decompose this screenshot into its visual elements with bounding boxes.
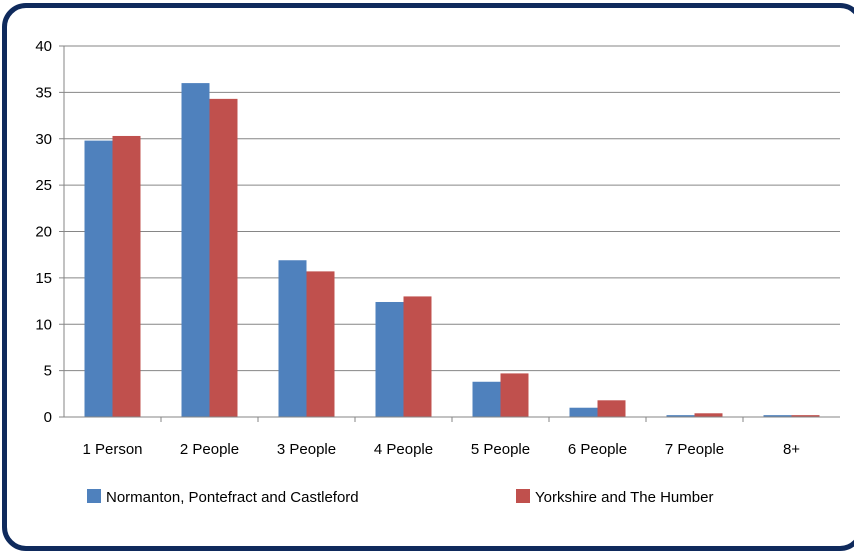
x-category-label: 3 People xyxy=(277,441,336,458)
bar-normanton-1 xyxy=(181,83,210,417)
y-tick-label: 15 xyxy=(35,270,52,287)
bar-yorkshire-2 xyxy=(306,271,335,417)
x-category-label: 7 People xyxy=(665,441,724,458)
bar-normanton-0 xyxy=(84,140,113,418)
y-tick-label: 0 xyxy=(44,409,52,426)
x-category-label: 5 People xyxy=(471,441,530,458)
y-tick-label: 5 xyxy=(44,363,52,380)
x-category-label: 6 People xyxy=(568,441,627,458)
y-tick-label: 10 xyxy=(35,316,52,333)
x-category-label: 4 People xyxy=(374,441,433,458)
bar-yorkshire-3 xyxy=(403,296,432,417)
bars xyxy=(84,83,820,418)
bar-yorkshire-6 xyxy=(694,413,723,417)
bar-yorkshire-0 xyxy=(112,135,141,417)
bar-normanton-4 xyxy=(472,381,501,417)
bar-yorkshire-4 xyxy=(500,373,529,417)
y-tick-label: 30 xyxy=(35,131,52,148)
x-category-label: 8+ xyxy=(783,441,800,458)
bar-normanton-6 xyxy=(666,415,695,417)
x-category-label: 1 Person xyxy=(82,441,142,458)
y-tick-label: 40 xyxy=(35,38,52,55)
chart-frame xyxy=(2,3,854,551)
x-axis-category-labels: 1 Person 2 People 3 People 4 People 5 People… xyxy=(82,441,800,458)
legend: Normanton, Pontefract and Castleford York… xyxy=(87,489,713,506)
bar-yorkshire-5 xyxy=(597,400,626,417)
y-axis-tick-labels: 0 5 10 15 20 25 30 35 40 xyxy=(35,38,52,426)
y-tick-label: 25 xyxy=(35,177,52,194)
y-tick-label: 20 xyxy=(35,224,52,241)
bar-yorkshire-7 xyxy=(791,415,820,417)
bar-yorkshire-1 xyxy=(209,98,238,418)
gridlines xyxy=(59,45,840,422)
legend-swatch xyxy=(516,489,530,503)
household-size-bar-chart: 0 5 10 15 20 25 30 35 40 1 Person 2 People 3 Peopl… xyxy=(35,38,840,506)
bar-normanton-3 xyxy=(375,301,404,417)
bar-normanton-5 xyxy=(569,407,598,417)
x-category-label: 2 People xyxy=(180,441,239,458)
bar-normanton-7 xyxy=(763,415,792,417)
legend-label: Yorkshire and The Humber xyxy=(535,489,713,506)
legend-label: Normanton, Pontefract and Castleford xyxy=(106,489,359,506)
bar-normanton-2 xyxy=(278,260,307,417)
y-tick-label: 35 xyxy=(35,84,52,101)
legend-swatch xyxy=(87,489,101,503)
